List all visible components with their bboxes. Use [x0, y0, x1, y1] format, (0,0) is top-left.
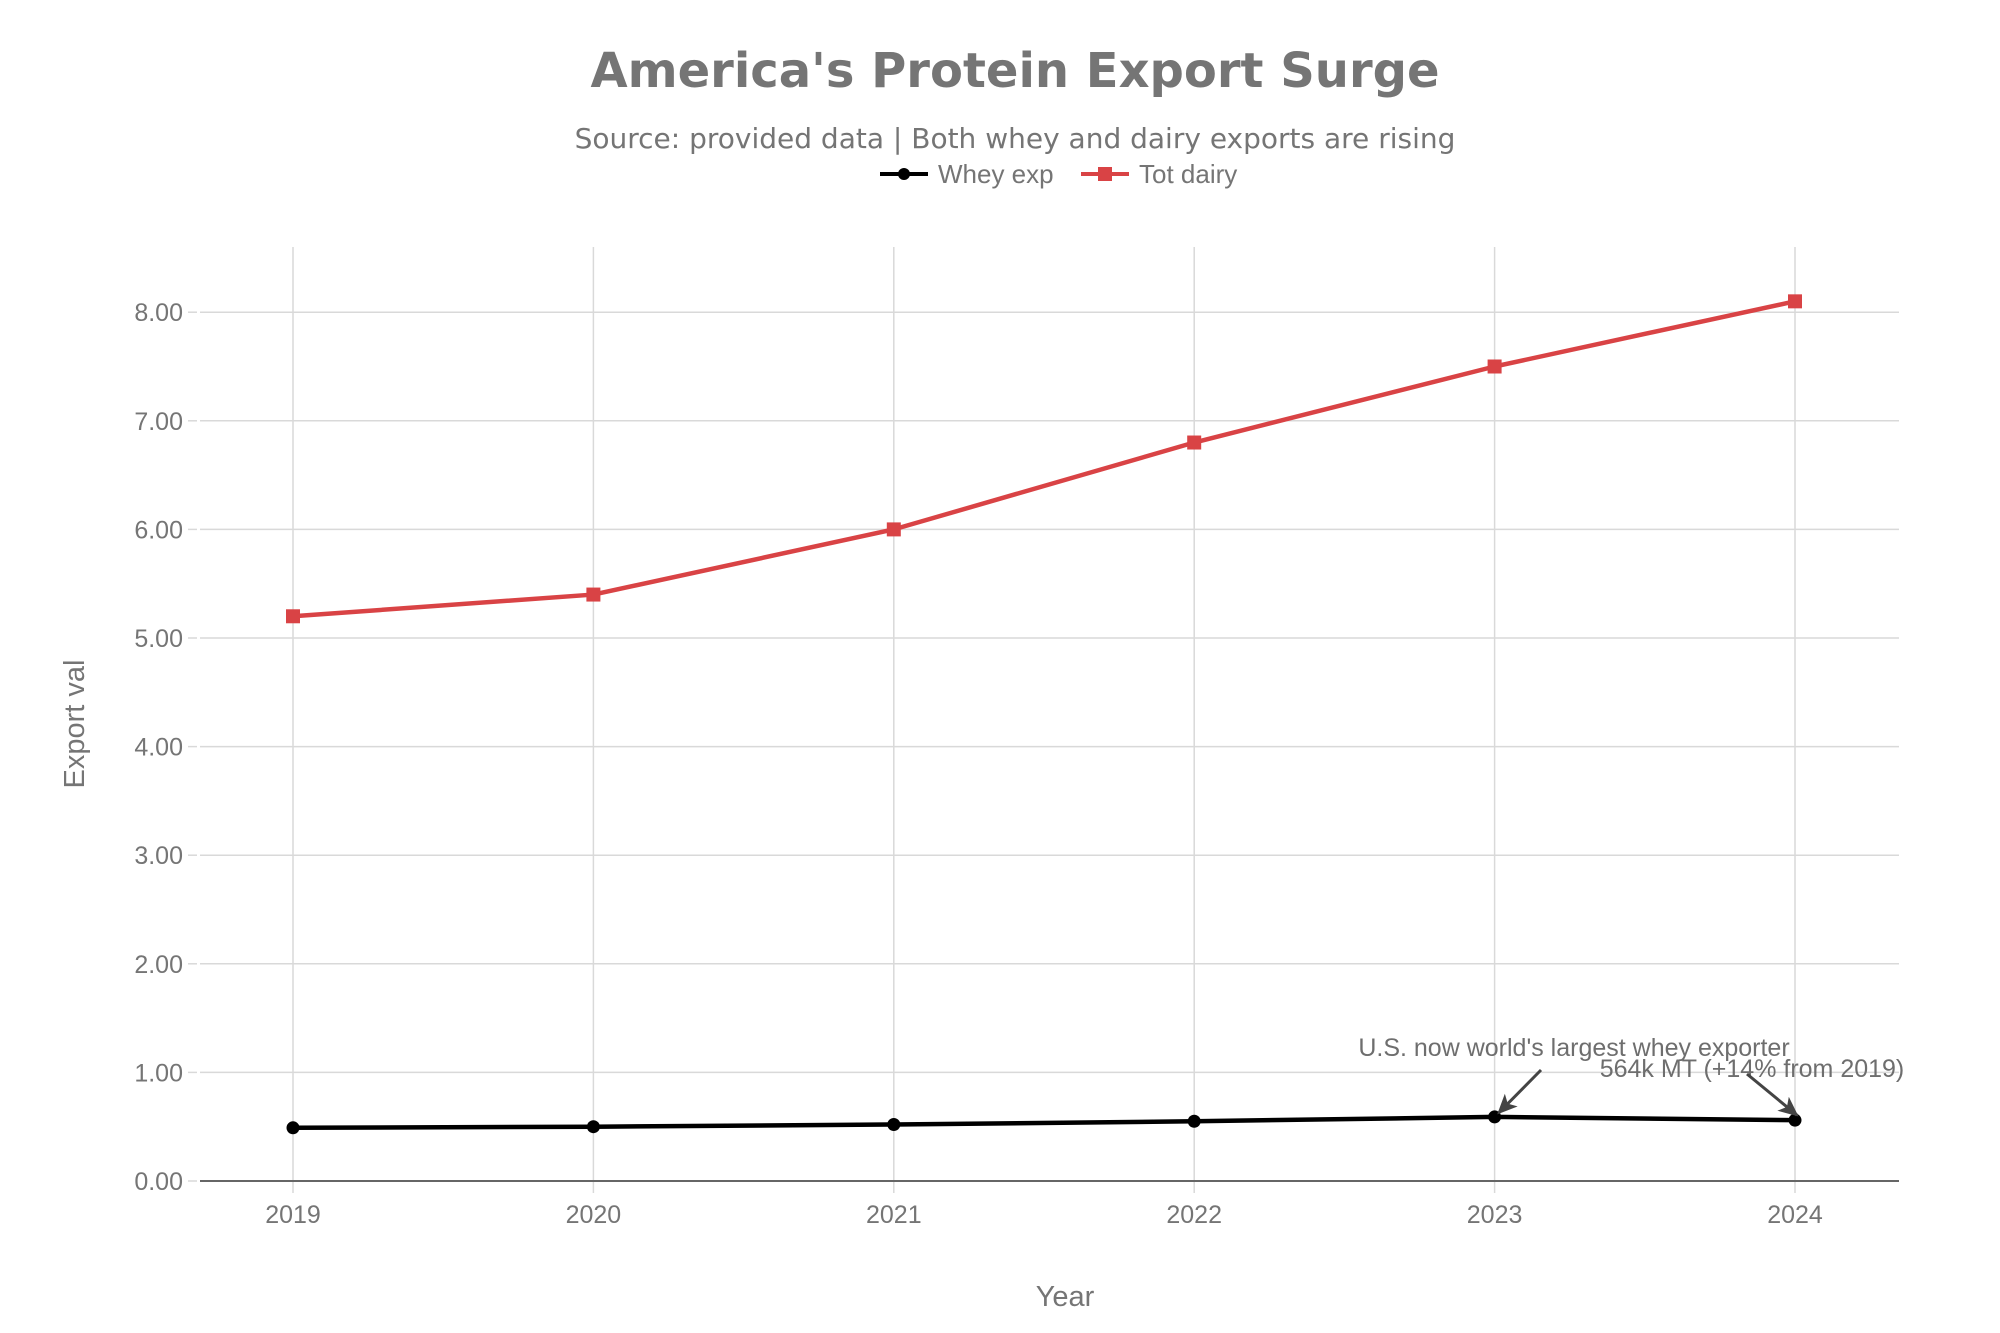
chart-title: America's Protein Export Surge: [590, 43, 1439, 99]
legend-marker-whey: [898, 168, 910, 180]
legend-label-whey: Whey exp: [938, 159, 1054, 189]
legend-label-dairy: Tot dairy: [1139, 159, 1237, 189]
y-tick-labels: 0.00 1.00 2.00 3.00 4.00 5.00 6.00 7.00 8.00: [134, 299, 183, 1196]
series-tot-dairy: [286, 294, 1802, 624]
legend: Whey exp Tot dairy: [880, 159, 1237, 189]
annotation: U.S. now world's largest whey exporter: [1358, 1034, 1790, 1115]
x-axis-title: Year: [1036, 1281, 1095, 1313]
x-tick-label: 2019: [265, 1201, 321, 1229]
data-point-whey-exp[interactable]: [1187, 1114, 1201, 1128]
data-point-whey-exp[interactable]: [286, 1121, 300, 1135]
annotation-arrow: [1497, 1068, 1543, 1115]
plot-area: 0.00 1.00 2.00 3.00 4.00 5.00 6.00 7.00 8.00 201…: [134, 247, 1904, 1229]
data-point-tot-dairy[interactable]: [586, 587, 601, 602]
data-point-tot-dairy[interactable]: [1487, 359, 1502, 374]
legend-item-whey[interactable]: Whey exp: [880, 159, 1054, 189]
annotation-arrow: [1746, 1072, 1799, 1117]
y-tick-label: 6.00: [134, 516, 183, 544]
y-tick-label: 4.00: [134, 734, 183, 762]
x-tick-label: 2023: [1467, 1201, 1523, 1229]
data-point-tot-dairy[interactable]: [286, 609, 300, 624]
legend-item-dairy[interactable]: Tot dairy: [1081, 159, 1237, 189]
legend-marker-dairy: [1098, 167, 1112, 181]
y-tick-label: 1.00: [134, 1059, 183, 1087]
x-tick-label: 2021: [866, 1201, 922, 1229]
series-whey-exp: [286, 1110, 1802, 1135]
y-tick-label: 2.00: [134, 951, 183, 979]
chart-subtitle: Source: provided data | Both whey and da…: [575, 122, 1456, 155]
data-point-whey-exp[interactable]: [1788, 1113, 1802, 1127]
y-tick-label: 0.00: [134, 1168, 183, 1196]
y-tick-label: 3.00: [134, 842, 183, 870]
annotation: 564k MT (+14% from 2019): [1600, 1055, 1904, 1117]
x-tick-labels: 2019 2020 2021 2022 2023 2024: [265, 1201, 1823, 1229]
x-gridlines: [292, 247, 1796, 1193]
series-layer: [286, 294, 1802, 1135]
y-axis-title: Export val: [59, 660, 91, 789]
y-tick-label: 5.00: [134, 625, 183, 653]
x-tick-label: 2024: [1767, 1201, 1823, 1229]
y-tick-label: 8.00: [134, 299, 183, 327]
annotations: U.S. now world's largest whey exporter56…: [1358, 1034, 1904, 1117]
data-point-whey-exp[interactable]: [586, 1120, 600, 1134]
y-gridlines: [188, 311, 1899, 1182]
data-point-tot-dairy[interactable]: [1187, 435, 1202, 450]
y-tick-label: 7.00: [134, 408, 183, 436]
data-point-whey-exp[interactable]: [887, 1118, 901, 1132]
data-point-tot-dairy[interactable]: [1788, 294, 1802, 309]
annotation-text: U.S. now world's largest whey exporter: [1358, 1034, 1789, 1062]
data-point-tot-dairy[interactable]: [886, 522, 901, 537]
x-tick-label: 2022: [1166, 1201, 1222, 1229]
x-tick-label: 2020: [566, 1201, 622, 1229]
series-line-tot-dairy: [292, 299, 1796, 619]
series-line-whey-exp: [292, 1114, 1796, 1131]
